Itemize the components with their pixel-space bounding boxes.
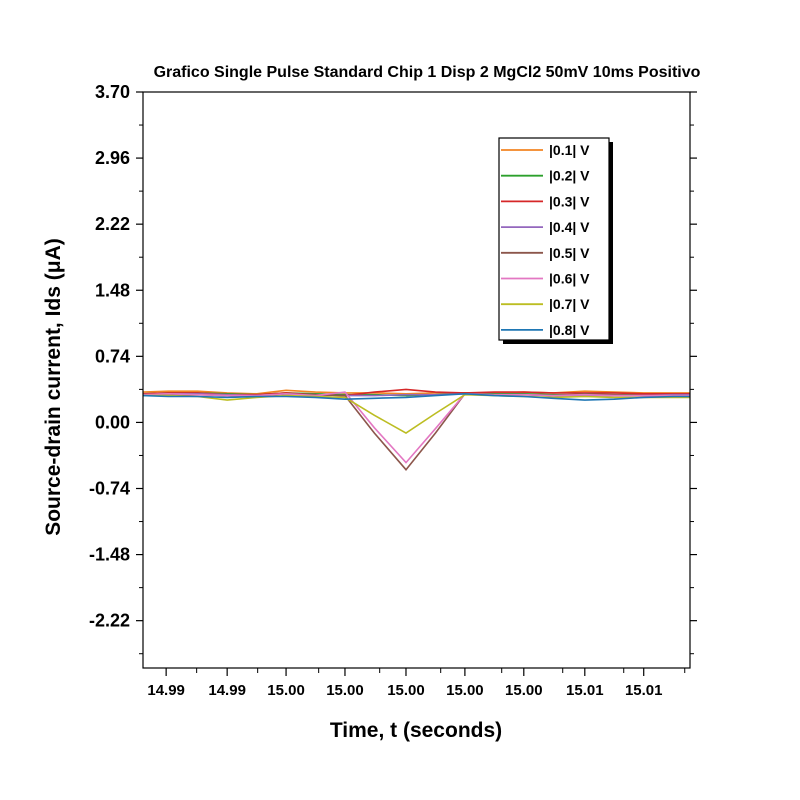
y-tick-label: 0.74 bbox=[95, 346, 130, 366]
legend: |0.1| V |0.2| V |0.3| V |0.4| V |0.5| V |0.6|… bbox=[498, 137, 613, 344]
legend-label: |0.6| V bbox=[549, 271, 590, 287]
legend-label: |0.5| V bbox=[549, 245, 590, 261]
series-group bbox=[143, 388, 690, 471]
legend-label: |0.1| V bbox=[549, 142, 590, 158]
x-tick-label: 15.00 bbox=[446, 682, 484, 699]
legend-label: |0.3| V bbox=[549, 193, 590, 209]
y-tick-label: -0.74 bbox=[89, 479, 130, 499]
legend-box bbox=[498, 137, 610, 341]
y-tick-label: -2.22 bbox=[89, 611, 130, 631]
legend-label: |0.8| V bbox=[549, 322, 590, 338]
x-tick-label: 15.01 bbox=[625, 682, 663, 699]
y-tick-label: 0.00 bbox=[95, 412, 130, 432]
plot-area bbox=[143, 388, 690, 471]
chart-title: Grafico Single Pulse Standard Chip 1 Dis… bbox=[154, 64, 701, 81]
x-tick-label: 14.99 bbox=[208, 682, 246, 699]
y-tick-label: 2.96 bbox=[95, 148, 130, 168]
y-tick-label: 3.70 bbox=[95, 82, 130, 102]
legend-label: |0.2| V bbox=[549, 168, 590, 184]
x-tick-label: 15.00 bbox=[267, 682, 305, 699]
x-tick-label: 15.01 bbox=[566, 682, 604, 699]
series-line-8 bbox=[143, 392, 690, 401]
x-axis-label: Time, t (seconds) bbox=[330, 719, 502, 742]
legend-label: |0.4| V bbox=[549, 219, 590, 235]
y-axis-label: Source-drain current, Ids (μA) bbox=[42, 238, 65, 536]
series-line-7 bbox=[143, 393, 690, 435]
x-tick-label: 15.00 bbox=[505, 682, 543, 699]
x-tick-label: 15.00 bbox=[326, 682, 364, 699]
x-tick-label: 15.00 bbox=[387, 682, 425, 699]
axes: 3.70 2.96 2.22 1.48 0.74 0.00 -0.74 -1.48 -2.22 1… bbox=[89, 82, 697, 699]
plot-frame bbox=[142, 91, 691, 669]
series-line-1 bbox=[143, 389, 690, 395]
x-tick-label: 14.99 bbox=[147, 682, 185, 699]
legend-label: |0.7| V bbox=[549, 296, 590, 312]
series-line-5 bbox=[143, 392, 690, 471]
y-tick-label: -1.48 bbox=[89, 545, 130, 565]
y-tick-label: 1.48 bbox=[95, 280, 130, 300]
y-tick-label: 2.22 bbox=[95, 214, 130, 234]
series-line-6 bbox=[143, 391, 690, 464]
